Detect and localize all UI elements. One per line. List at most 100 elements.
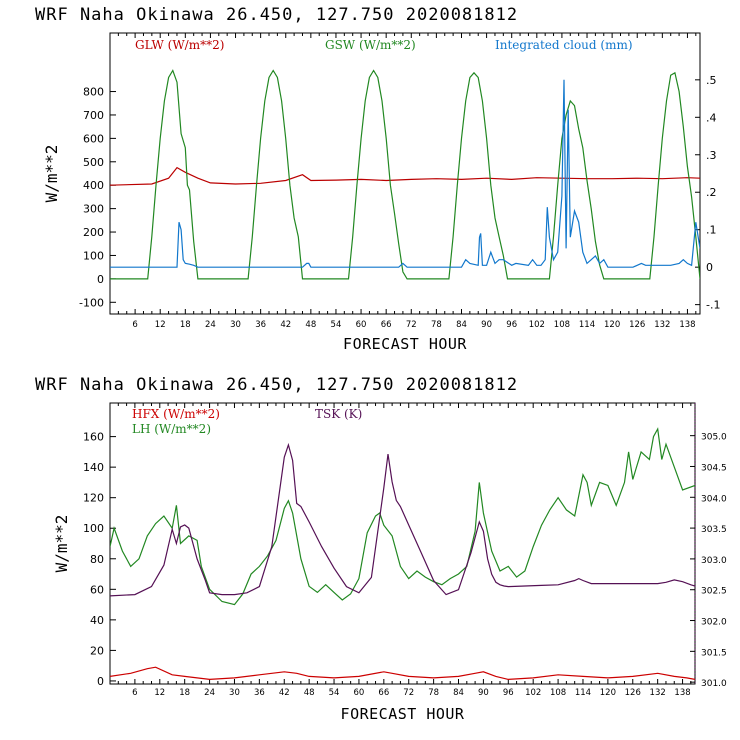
y-tick-label: 140 [83, 461, 104, 474]
x-tick-label: 66 [381, 320, 392, 330]
x-tick-label: 102 [529, 320, 545, 330]
x-tick-label: 126 [625, 688, 641, 698]
x-tick-label: 18 [179, 688, 190, 698]
y2-tick-label: .4 [706, 111, 717, 124]
x-tick-label: 36 [254, 688, 265, 698]
x-tick-label: 126 [629, 320, 645, 330]
chart-panel-1: WRF Naha Okinawa 26.450, 127.750 2020081… [35, 5, 720, 353]
x-tick-label: 42 [279, 688, 290, 698]
x-tick-label: 84 [456, 320, 467, 330]
x-tick-label: 36 [255, 320, 266, 330]
legend-entry-integrated: Integrated cloud (mm) [495, 38, 633, 52]
series-line-hfx [110, 666, 695, 681]
y2-tick-label: .5 [706, 74, 717, 87]
y-tick-label: 800 [83, 86, 104, 99]
y-tick-label: 600 [83, 132, 104, 145]
y2-tick-label: 301.5 [701, 648, 727, 658]
x-tick-label: 48 [305, 320, 316, 330]
y-tick-label: 120 [83, 492, 104, 505]
x-tick-label: 132 [654, 320, 670, 330]
y2-tick-label: .3 [706, 149, 717, 162]
y-tick-label: 100 [83, 522, 104, 535]
y-tick-label: 40 [90, 614, 104, 627]
x-tick-label: 6 [132, 688, 137, 698]
x-tick-label: 120 [600, 688, 616, 698]
x-tick-label: 72 [403, 688, 414, 698]
legend-entry-gsw: GSW (W/m**2) [325, 38, 416, 52]
plot-frame [109, 402, 696, 685]
x-tick-label: 12 [154, 688, 165, 698]
y2-tick-label: .2 [706, 186, 717, 199]
x-tick-label: 138 [679, 320, 695, 330]
series-line-integrated [110, 79, 700, 268]
x-tick-label: 96 [503, 688, 514, 698]
y-tick-label: -100 [79, 296, 104, 309]
x-axis-label: FORECAST HOUR [343, 335, 467, 353]
y2-tick-label: 0 [706, 261, 713, 274]
y2-tick-label: -.1 [706, 299, 720, 312]
y-tick-label: 200 [83, 226, 104, 239]
y-tick-label: 400 [83, 179, 104, 192]
x-tick-label: 24 [205, 320, 216, 330]
x-tick-label: 132 [650, 688, 666, 698]
y2-tick-label: .1 [706, 224, 717, 237]
legend-entry-glw: GLW (W/m**2) [135, 38, 224, 52]
x-tick-label: 96 [506, 320, 517, 330]
x-tick-label: 102 [525, 688, 541, 698]
plot-frame [109, 32, 701, 315]
x-tick-label: 42 [280, 320, 291, 330]
y-tick-label: 700 [83, 109, 104, 122]
x-tick-label: 84 [453, 688, 464, 698]
y-axis-label: W/m**2 [52, 515, 71, 573]
y-tick-label: 300 [83, 203, 104, 216]
y-axis-label: W/m**2 [42, 145, 61, 203]
x-tick-label: 6 [132, 320, 137, 330]
x-tick-label: 72 [406, 320, 417, 330]
x-tick-label: 138 [674, 688, 690, 698]
y2-tick-label: 302.5 [701, 587, 727, 597]
x-tick-label: 60 [356, 320, 367, 330]
y-tick-label: 0 [97, 273, 104, 286]
x-tick-label: 114 [575, 688, 591, 698]
y-tick-label: 20 [90, 644, 104, 657]
chart-title: WRF Naha Okinawa 26.450, 127.750 2020081… [35, 5, 518, 25]
x-tick-label: 108 [554, 320, 570, 330]
x-tick-label: 90 [481, 320, 492, 330]
y-tick-label: 160 [83, 431, 104, 444]
x-tick-label: 54 [331, 320, 342, 330]
x-tick-label: 12 [155, 320, 166, 330]
x-tick-label: 66 [378, 688, 389, 698]
x-tick-label: 54 [329, 688, 340, 698]
x-tick-label: 78 [428, 688, 439, 698]
series-line-gsw [110, 69, 700, 280]
legend-entry-hfx: HFX (W/m**2) [132, 407, 220, 421]
y-tick-label: 100 [83, 249, 104, 262]
y2-tick-label: 303.0 [701, 556, 727, 566]
x-tick-label: 18 [180, 320, 191, 330]
series-line-lh [110, 427, 695, 606]
x-tick-label: 78 [431, 320, 442, 330]
y-tick-label: 500 [83, 156, 104, 169]
x-axis-label: FORECAST HOUR [341, 705, 465, 723]
y2-tick-label: 303.5 [701, 525, 727, 535]
legend-entry-tsk: TSK (K) [315, 407, 362, 421]
series-line-tsk [110, 442, 695, 597]
x-tick-label: 60 [354, 688, 365, 698]
x-tick-label: 30 [230, 320, 241, 330]
y2-tick-label: 305.0 [701, 433, 727, 443]
y2-tick-label: 301.0 [701, 679, 727, 689]
y-tick-label: 80 [90, 553, 104, 566]
x-tick-label: 120 [604, 320, 620, 330]
chart-panel-2: WRF Naha Okinawa 26.450, 127.750 2020081… [35, 375, 727, 723]
x-tick-label: 114 [579, 320, 595, 330]
x-tick-label: 48 [304, 688, 315, 698]
y2-tick-label: 304.5 [701, 463, 727, 473]
y2-tick-label: 304.0 [701, 494, 727, 504]
x-tick-label: 90 [478, 688, 489, 698]
y-tick-label: 0 [97, 675, 104, 688]
x-tick-label: 30 [229, 688, 240, 698]
x-tick-label: 24 [204, 688, 215, 698]
y-tick-label: 60 [90, 583, 104, 596]
